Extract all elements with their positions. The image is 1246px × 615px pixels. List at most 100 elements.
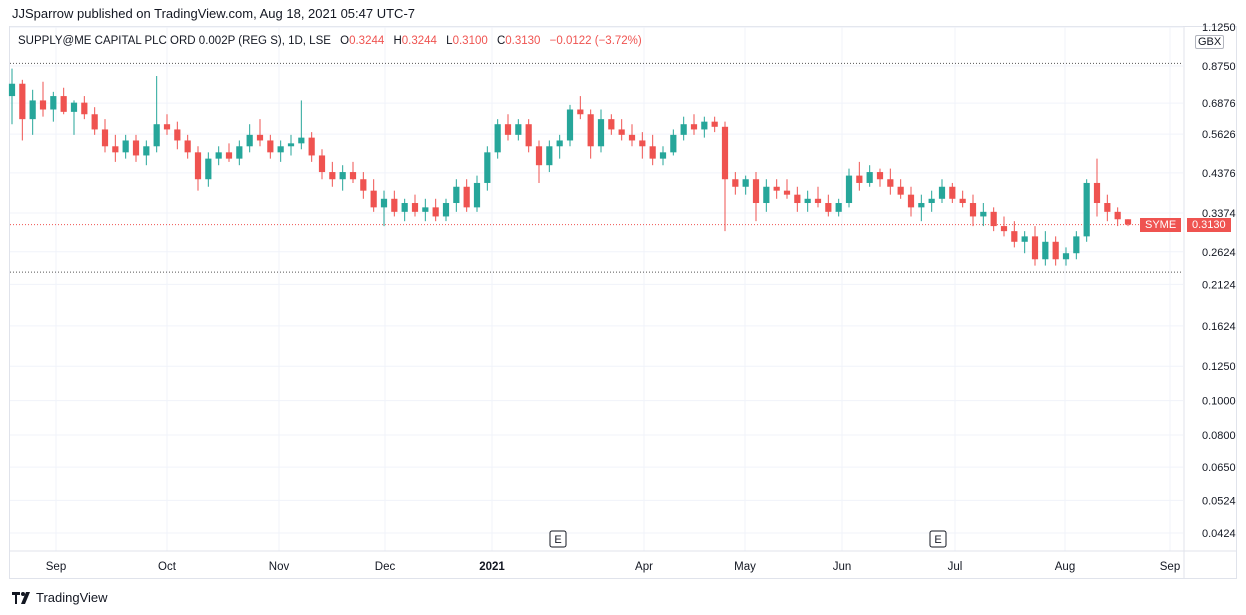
candle[interactable] [60,87,67,115]
candle[interactable] [1062,247,1070,266]
candle[interactable] [411,194,419,217]
candle[interactable] [856,161,863,191]
candle[interactable] [1093,158,1101,217]
candle[interactable] [835,198,842,217]
candle[interactable] [256,119,264,147]
candle[interactable] [566,104,574,147]
candle[interactable] [8,68,16,125]
candle[interactable] [1104,194,1111,222]
candle[interactable] [432,198,439,222]
candle[interactable] [422,198,429,222]
candle[interactable] [349,161,357,183]
candle[interactable] [887,168,894,195]
candle[interactable] [1000,216,1008,237]
candle[interactable] [783,179,791,199]
candle[interactable] [535,140,543,183]
candle[interactable] [163,114,171,135]
candle[interactable] [825,194,832,217]
candle[interactable] [174,121,181,150]
candle[interactable] [587,109,594,159]
candle[interactable] [608,114,615,135]
candle[interactable] [866,165,873,187]
candle[interactable] [1031,226,1039,266]
candle[interactable] [597,109,605,153]
candle[interactable] [339,165,346,191]
candle[interactable] [81,96,88,120]
earnings-marker[interactable]: E [929,530,947,548]
candle[interactable] [845,168,853,208]
candle[interactable] [732,172,739,195]
candle[interactable] [628,124,636,147]
candle[interactable] [659,146,667,166]
candle[interactable] [308,132,315,162]
candle[interactable] [267,134,274,159]
candle[interactable] [721,121,729,232]
candle[interactable] [39,81,47,117]
candle[interactable] [194,146,202,191]
candle[interactable] [876,168,884,187]
candle[interactable] [29,89,36,135]
candle[interactable] [19,79,26,141]
candle[interactable] [329,161,336,187]
candle[interactable] [246,124,253,153]
candle[interactable] [742,175,749,195]
candle[interactable] [618,119,625,141]
candle[interactable] [649,134,656,166]
candle[interactable] [484,146,491,191]
candle[interactable] [287,134,295,156]
candle[interactable] [804,190,811,212]
candle[interactable] [897,179,904,199]
candle[interactable] [1073,231,1080,260]
candle[interactable] [91,107,98,135]
candle[interactable] [814,186,822,208]
candle[interactable] [701,116,708,138]
candle[interactable] [112,134,119,162]
candle[interactable] [928,190,935,212]
candle[interactable] [918,194,925,222]
candle[interactable] [711,116,718,133]
candle[interactable] [205,152,212,187]
candle[interactable] [752,172,760,222]
candle[interactable] [391,190,398,217]
currency-badge[interactable]: GBX [1195,35,1225,49]
candle[interactable] [949,182,956,204]
candle[interactable] [1011,221,1018,248]
candle[interactable] [515,119,522,141]
candle[interactable] [463,179,470,212]
candle[interactable] [473,175,481,212]
candle[interactable] [50,91,57,122]
candle[interactable] [236,140,243,166]
candle[interactable] [318,149,326,180]
candle[interactable] [680,116,687,141]
candle[interactable] [763,179,770,212]
candle[interactable] [225,143,233,162]
candle[interactable] [1052,236,1059,266]
candle[interactable] [556,134,563,159]
earnings-marker[interactable]: E [549,530,567,548]
candle[interactable] [525,119,532,153]
candle[interactable] [122,134,129,159]
candle[interactable] [639,132,646,159]
candle[interactable] [370,179,377,212]
candle[interactable] [1124,219,1132,227]
candle[interactable] [184,134,191,159]
candle[interactable] [143,140,150,166]
candle[interactable] [990,207,997,232]
candle[interactable] [153,76,160,153]
candle[interactable] [132,134,140,162]
candle[interactable] [360,172,367,199]
candle[interactable] [773,179,780,199]
candle[interactable] [453,179,460,212]
candle[interactable] [215,146,222,166]
candle[interactable] [794,186,801,212]
candle[interactable] [401,198,408,222]
candle[interactable] [969,194,977,227]
candle[interactable] [1083,179,1090,242]
candle[interactable] [504,114,512,141]
candle[interactable] [1042,231,1049,266]
candle[interactable] [1021,231,1028,254]
candle[interactable] [907,186,915,217]
candle[interactable] [380,190,388,227]
candle[interactable] [101,119,109,153]
